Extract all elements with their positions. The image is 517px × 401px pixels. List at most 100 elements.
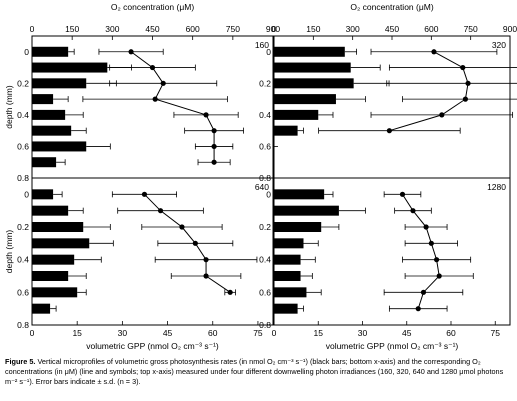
gpp-tick-label: 75 (253, 328, 263, 338)
o2-tick-label: 600 (424, 24, 438, 34)
o2-data-point (149, 64, 156, 71)
o2-tick-label: 600 (186, 24, 200, 34)
o2-data-point (157, 208, 164, 214)
gpp-bar (274, 189, 325, 200)
o2-tick-label: 0 (272, 24, 277, 34)
panel-irradiance-label: 640 (255, 182, 269, 192)
gpp-bar (274, 46, 345, 57)
depth-tick-label: 0.2 (259, 78, 271, 88)
o2-data-point (203, 257, 209, 263)
o2-tick-label: 900 (503, 24, 517, 34)
o2-data-point (211, 128, 217, 134)
gpp-bar (32, 78, 87, 89)
o2-tick-label: 150 (306, 24, 320, 34)
o2-data-point (399, 191, 406, 197)
o2-data-point (152, 96, 158, 102)
o2-tick-label: 900 (266, 24, 280, 34)
o2-data-point (179, 224, 185, 230)
depth-tick-label: 0.6 (259, 287, 271, 297)
gpp-bar (274, 78, 354, 89)
gpp-tick-label: 0 (30, 328, 35, 338)
o2-tick-label: 750 (226, 24, 240, 34)
depth-tick-label: 0.6 (259, 141, 271, 151)
depth-tick-label: 0 (266, 189, 271, 199)
o2-data-point (428, 240, 434, 246)
gpp-bar (32, 157, 57, 168)
gpp-tick-label: 15 (72, 328, 82, 338)
gpp-tick-label: 75 (491, 328, 501, 338)
panel-irradiance-label: 1280 (487, 182, 506, 192)
depth-tick-label: 0.4 (17, 110, 29, 120)
gpp-bar (274, 271, 301, 281)
gpp-bar (32, 94, 54, 105)
panel-irradiance-label: 160 (255, 40, 269, 50)
depth-tick-label: 0.4 (259, 110, 271, 120)
depth-tick-label: 0 (266, 47, 271, 57)
o2-data-point (462, 96, 469, 102)
gpp-tick-label: 60 (208, 328, 218, 338)
gpp-tick-label: 60 (446, 328, 456, 338)
gpp-axis-title: volumetric GPP (nmol O₂ cm⁻³ s⁻¹) (86, 341, 219, 351)
gpp-bar (32, 62, 108, 73)
o2-data-point (192, 240, 198, 246)
o2-data-point (211, 159, 217, 165)
gpp-tick-label: 0 (272, 328, 277, 338)
gpp-bar (274, 287, 307, 298)
o2-data-point (415, 306, 421, 312)
o2-axis-title: O₂ concentration (μM) (111, 2, 194, 12)
figure-caption: Figure 5. Vertical microprofiles of volu… (5, 357, 511, 387)
o2-data-point (386, 128, 392, 134)
gpp-bar (32, 287, 78, 298)
o2-data-point (410, 208, 416, 214)
depth-tick-label: 0.4 (259, 255, 271, 265)
gpp-tick-label: 30 (358, 328, 368, 338)
panel-frame (31, 177, 274, 326)
panel-frame (273, 177, 511, 326)
depth-tick-label: 0.2 (17, 222, 29, 232)
depth-tick-label: 0.6 (17, 141, 29, 151)
o2-axis-title: O₂ concentration (μM) (350, 2, 433, 12)
o2-tick-label: 750 (464, 24, 478, 34)
depth-tick-label: 0 (24, 189, 29, 199)
gpp-bar (32, 109, 66, 120)
depth-tick-label: 0.8 (17, 320, 29, 330)
o2-tick-label: 300 (346, 24, 360, 34)
gpp-tick-label: 30 (118, 328, 128, 338)
o2-data-point (227, 289, 233, 295)
gpp-bar (274, 205, 339, 216)
gpp-tick-label: 45 (163, 328, 173, 338)
o2-data-point (439, 112, 445, 118)
o2-data-point (128, 49, 134, 55)
o2-data-point (420, 289, 427, 295)
depth-tick-label: 0.4 (17, 255, 29, 265)
panel-frame (273, 35, 511, 179)
depth-axis-title: depth (mm) (4, 230, 14, 274)
gpp-bar (32, 189, 54, 200)
panel-320: 320 0 150 300 450 600 750 900 O₂ concentration (… (259, 2, 517, 183)
o2-tick-label: 0 (30, 24, 35, 34)
panel-frame (31, 35, 274, 179)
gpp-bar (274, 254, 301, 265)
gpp-bar (32, 303, 51, 314)
o2-tick-label: 150 (65, 24, 79, 34)
depth-tick-label: 0.2 (17, 78, 29, 88)
gpp-tick-label: 15 (314, 328, 324, 338)
o2-data-point (465, 80, 471, 86)
gpp-bar (32, 222, 84, 232)
gpp-tick-label: 45 (402, 328, 412, 338)
gpp-bar (32, 125, 72, 136)
panel-irradiance-label: 320 (492, 40, 506, 50)
o2-profile-line (402, 194, 440, 309)
depth-tick-label: 0.6 (17, 287, 29, 297)
panel-1280: 1280 0 15 30 45 60 75 volumetric GPP (nmol O₂ c… (259, 177, 511, 351)
caption-text: Vertical microprofiles of volumetric gro… (5, 357, 504, 386)
o2-data-point (203, 112, 209, 118)
gpp-bar (274, 303, 298, 314)
o2-data-point (433, 257, 440, 263)
o2-data-point (423, 224, 429, 230)
o2-profile-line (130, 51, 215, 163)
